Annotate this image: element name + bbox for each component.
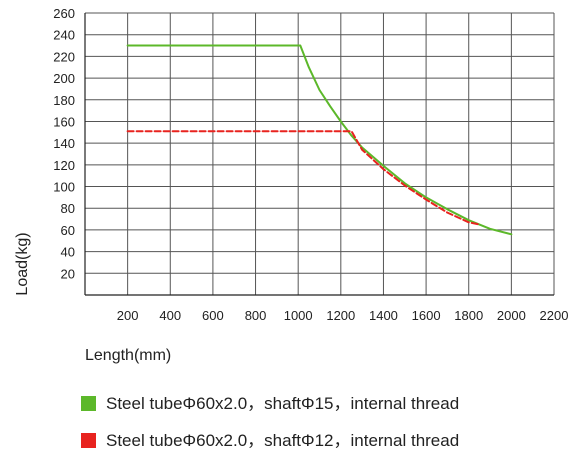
y-tick-label-40: 40 (61, 245, 75, 260)
y-tick-label-160: 160 (53, 114, 75, 129)
x-tick-label-1600: 1600 (412, 308, 441, 323)
chart-grid (85, 12, 555, 295)
x-tick-label-2000: 2000 (497, 308, 526, 323)
x-tick-label-2200: 2200 (540, 308, 569, 323)
legend-label-shaft-15: Steel tubeΦ60x2.0，shaftΦ15，internal thre… (106, 394, 460, 413)
x-tick-label-1000: 1000 (284, 308, 313, 323)
x-tick-label-600: 600 (202, 308, 224, 323)
legend-swatch-green (81, 396, 96, 411)
y-tick-label-200: 200 (53, 71, 75, 86)
x-tick-label-200: 200 (117, 308, 139, 323)
y-tick-label-140: 140 (53, 136, 75, 151)
x-tick-label-400: 400 (159, 308, 181, 323)
x-tick-label-1800: 1800 (454, 308, 483, 323)
x-axis-label: Length(mm) (85, 347, 171, 364)
x-tick-label-1200: 1200 (326, 308, 355, 323)
chart-axes (84, 13, 554, 296)
legend-item-shaft-15: Steel tubeΦ60x2.0，shaftΦ15，internal thre… (81, 389, 459, 414)
y-tick-label-80: 80 (61, 201, 75, 216)
y-tick-label-260: 260 (53, 6, 75, 21)
legend-swatch-red (81, 433, 96, 448)
y-tick-label-220: 220 (53, 49, 75, 64)
y-tick-label-180: 180 (53, 93, 75, 108)
series-line-1 (126, 130, 481, 226)
legend-item-shaft-12: Steel tubeΦ60x2.0，shaftΦ12，internal thre… (81, 426, 459, 451)
chart-tick-labels: 20 40 60 80 100 120 140 160 180 200 220 240 260 200 40… (53, 6, 568, 323)
y-tick-label-120: 120 (53, 158, 75, 173)
y-tick-label-100: 100 (53, 180, 75, 195)
y-tick-label-240: 240 (53, 28, 75, 43)
y-tick-label-20: 20 (61, 266, 75, 281)
y-tick-label-60: 60 (61, 223, 75, 238)
x-tick-label-1400: 1400 (369, 308, 398, 323)
legend-label-shaft-12: Steel tubeΦ60x2.0，shaftΦ12，internal thre… (106, 431, 460, 450)
series-line-0 (126, 44, 513, 236)
chart-series (126, 44, 513, 236)
y-axis-label: Load(kg) (14, 232, 31, 295)
x-tick-label-800: 800 (245, 308, 267, 323)
